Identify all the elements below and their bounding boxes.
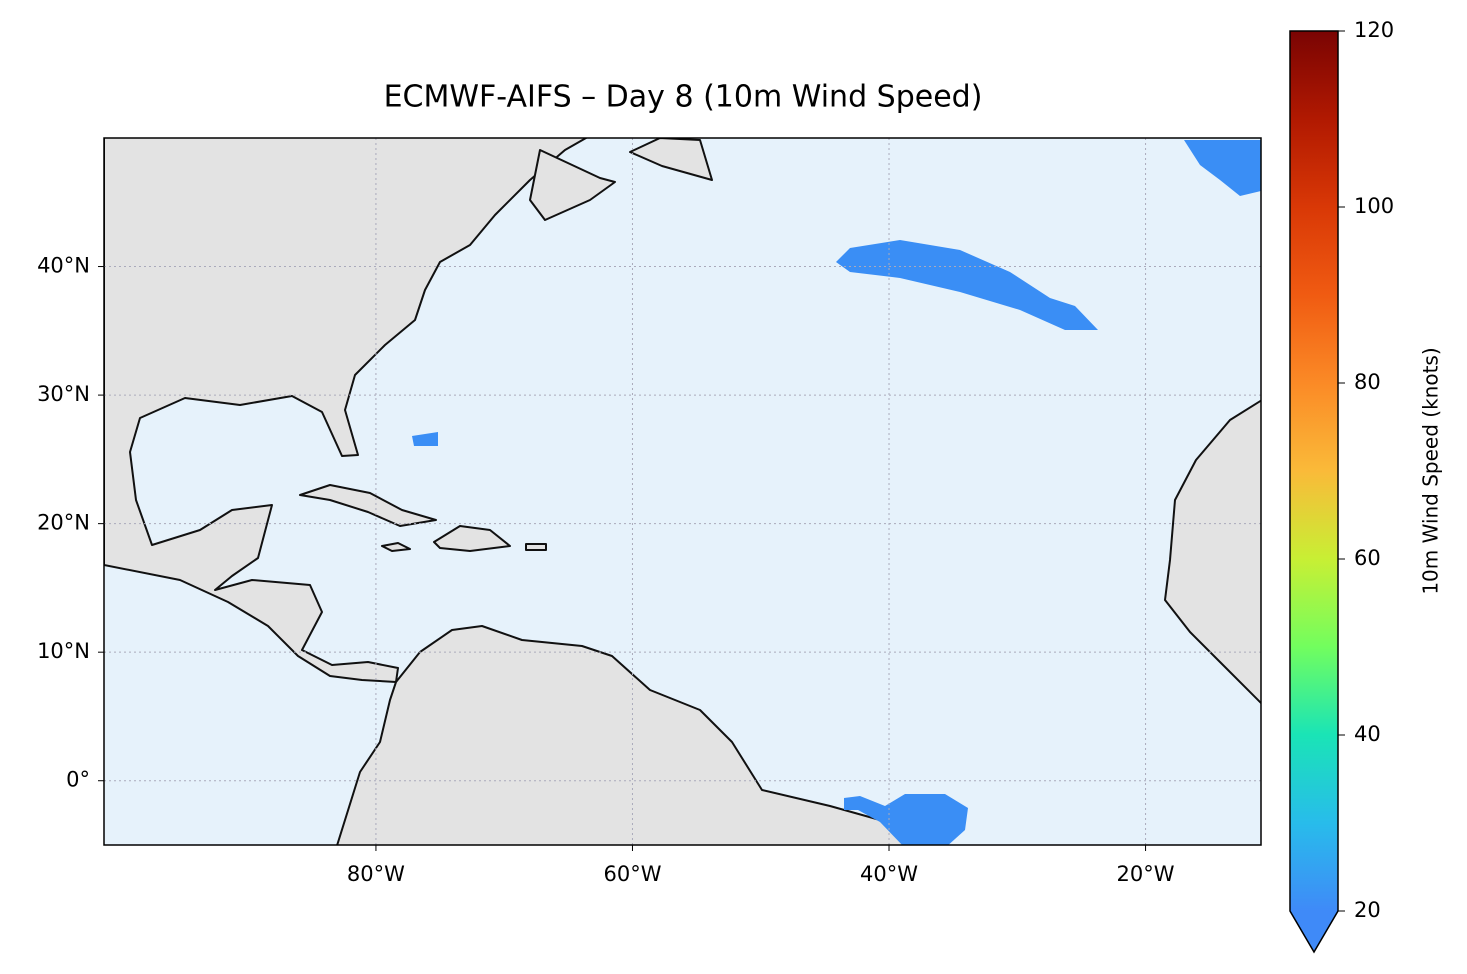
wind-area — [1184, 140, 1261, 196]
colorbar-frame — [1289, 30, 1339, 954]
y-tick-label: 40°N — [37, 254, 90, 278]
colorbar-tick-label: 60 — [1354, 546, 1381, 570]
colorbar-tick-label: 40 — [1354, 722, 1381, 746]
wind-area — [844, 794, 968, 845]
chart-title: ECMWF-AIFS – Day 8 (10m Wind Speed) — [384, 80, 983, 115]
y-tick-label: 0° — [66, 768, 90, 792]
colorbar-tick-label: 120 — [1354, 18, 1394, 42]
colorbar-label: 10m Wind Speed (knots) — [1419, 347, 1443, 594]
jamaica — [381, 542, 411, 552]
y-tick-label: 20°N — [37, 511, 90, 535]
colorbar-tick-label: 80 — [1354, 370, 1381, 394]
nova-scotia — [529, 149, 616, 221]
x-tick-label: 80°W — [347, 862, 405, 886]
south-america — [336, 625, 907, 845]
land — [104, 138, 1261, 845]
x-tick-label: 20°W — [1117, 862, 1175, 886]
colorbar-tick-label: 100 — [1354, 194, 1394, 218]
colorbar-extension — [1290, 911, 1338, 952]
wind-areas — [412, 140, 1261, 845]
y-tick-label: 30°N — [37, 382, 90, 406]
colorbar — [1290, 31, 1338, 911]
y-tick-label: 10°N — [37, 639, 90, 663]
colorbar-tick-label: 20 — [1354, 898, 1381, 922]
wind-area — [412, 432, 438, 446]
cuba — [299, 484, 437, 527]
africa — [1164, 399, 1261, 705]
puerto-rico — [525, 543, 547, 551]
x-tick-label: 60°W — [603, 862, 661, 886]
hispaniola — [433, 525, 511, 552]
north-america — [104, 138, 589, 683]
x-tick-label: 40°W — [860, 862, 918, 886]
newfoundland — [629, 138, 713, 181]
wind-area — [836, 240, 1098, 330]
map-frame — [103, 137, 1262, 846]
